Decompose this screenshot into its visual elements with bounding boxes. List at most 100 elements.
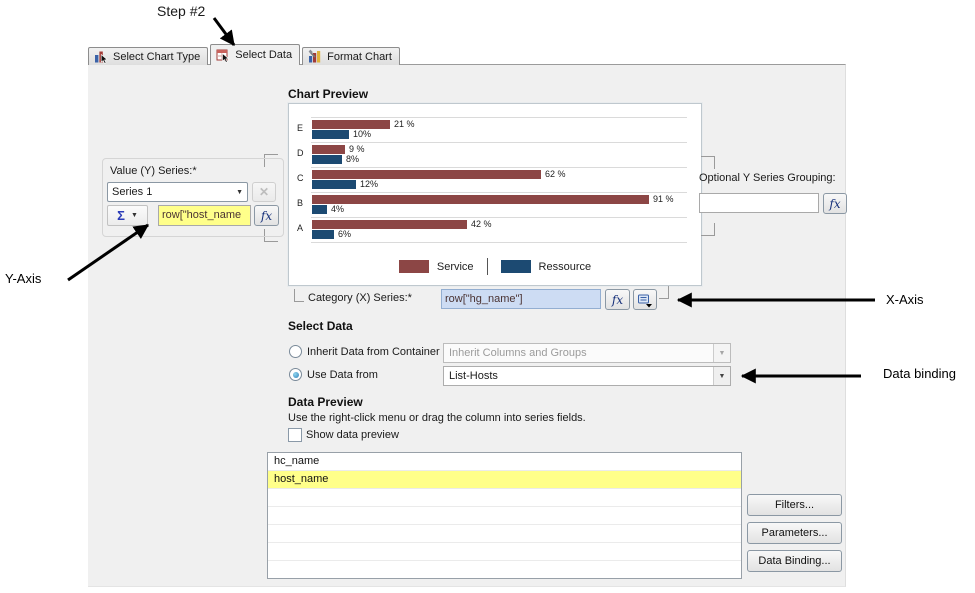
y-series-group	[102, 158, 284, 237]
bar-service-c	[312, 170, 541, 179]
bar-value-label: 91 %	[653, 194, 674, 204]
empty-row	[268, 525, 741, 543]
chart-category-group: A 42 % 6%	[297, 217, 687, 242]
fx-icon: fx	[260, 208, 273, 223]
column-row-hc_name[interactable]: hc_name	[268, 453, 741, 471]
tab-select-chart-type[interactable]: Select Chart Type	[88, 47, 209, 65]
dataset-value: List-Hosts	[449, 370, 498, 382]
data-binding-button[interactable]: Data Binding...	[747, 550, 842, 572]
bar-service-d	[312, 145, 345, 154]
chart-preview: E 21 % 10% D 9 % 8% C 62 % 12% B 91 % 4% A 42 % 6% Ser…	[288, 103, 702, 286]
y-series-fx-button[interactable]: fx	[254, 205, 279, 226]
x-series-expression-field[interactable]: row["hg_name"]	[441, 289, 601, 309]
bar-service-b	[312, 195, 649, 204]
y-axis-annotation: Y-Axis	[5, 271, 42, 286]
chevron-down-icon: ▼	[236, 188, 243, 196]
tab-label: Format Chart	[327, 50, 392, 63]
column-row-host_name[interactable]: host_name	[268, 471, 741, 489]
bar-value-label: 62 %	[545, 169, 566, 179]
chart-category-group: C 62 % 12%	[297, 167, 687, 192]
chevron-down-icon: ▼	[130, 212, 138, 219]
bar-value-label: 4%	[331, 204, 345, 214]
chart-bar-line: 91 %	[312, 195, 687, 204]
fx-icon: fx	[611, 292, 624, 307]
empty-row	[268, 561, 741, 578]
aggregation-button[interactable]: Σ ▼	[107, 205, 148, 226]
bar-value-label: 8%	[346, 154, 360, 164]
bar-value-label: 9 %	[349, 144, 365, 154]
chart-bar-line: 10%	[312, 130, 687, 139]
chart-category-label: B	[297, 198, 304, 208]
remove-series-icon: ✕	[258, 185, 270, 199]
bar-ressource-d	[312, 155, 342, 164]
legend-divider	[486, 258, 488, 275]
legend-swatch-service	[398, 260, 429, 273]
chart-type-icon	[95, 51, 108, 64]
bar-ressource-b	[312, 205, 327, 214]
tab-select-data[interactable]: Select Data	[210, 44, 301, 65]
legend-swatch-ressource	[500, 260, 531, 273]
chart-category-label: C	[297, 173, 304, 183]
bar-ressource-a	[312, 230, 334, 239]
select-data-panel: Chart Preview E 21 % 10% D 9 % 8% C 62 % 12% B 91 …	[88, 64, 847, 587]
empty-row	[268, 507, 741, 525]
y-series-selector[interactable]: Series 1 ▼	[107, 182, 248, 202]
show-data-preview-checkbox[interactable]	[288, 428, 302, 442]
chart-bar-line: 21 %	[312, 120, 687, 129]
show-data-preview-label: Show data preview	[306, 429, 399, 441]
x-series-field-picker-button[interactable]	[633, 289, 657, 310]
inherit-columns-value: Inherit Columns and Groups	[449, 347, 587, 359]
guide-bracket	[701, 156, 715, 169]
bar-value-label: 10%	[353, 129, 372, 139]
chart-bar-line: 42 %	[312, 220, 687, 229]
empty-row	[268, 543, 741, 561]
x-axis-annotation: X-Axis	[886, 292, 924, 307]
data-binding-annotation: Data binding	[883, 366, 956, 381]
bar-value-label: 6%	[338, 229, 352, 239]
chart-plot-area: E 21 % 10% D 9 % 8% C 62 % 12% B 91 % 4% A 42 % 6%	[297, 117, 687, 243]
chart-bar-line: 4%	[312, 205, 687, 214]
y-grouping-field[interactable]	[699, 193, 819, 213]
bar-value-label: 12%	[360, 179, 379, 189]
chart-category-label: E	[297, 123, 304, 133]
y-series-expression-field[interactable]: row["host_name	[158, 205, 251, 226]
y-series-label: Value (Y) Series:*	[110, 165, 197, 177]
y-grouping-fx-button[interactable]: fx	[823, 193, 847, 214]
guide-bracket	[264, 229, 278, 242]
chart-bar-line: 62 %	[312, 170, 687, 179]
bar-value-label: 21 %	[394, 119, 415, 129]
bar-service-e	[312, 120, 390, 129]
data-preview-title: Data Preview	[288, 395, 363, 409]
columns-list: hc_name host_name	[267, 452, 742, 579]
bar-service-a	[312, 220, 467, 229]
dataset-dropdown[interactable]: List-Hosts ▼	[443, 366, 731, 386]
step-annotation: Step #2	[157, 3, 206, 19]
guide-bracket	[294, 289, 304, 302]
radio-inherit-data[interactable]	[289, 345, 302, 358]
y-series-selected: Series 1	[112, 186, 153, 198]
parameters-button[interactable]: Parameters...	[747, 522, 842, 544]
filters-button[interactable]: Filters...	[747, 494, 842, 516]
radio-use-data-from-label: Use Data from	[307, 369, 378, 381]
fx-icon: fx	[829, 196, 841, 211]
bar-value-label: 42 %	[471, 219, 492, 229]
guide-bracket	[264, 154, 278, 167]
radio-inherit-data-label: Inherit Data from Container	[307, 346, 440, 358]
inherit-columns-dropdown[interactable]: Inherit Columns and Groups ▼	[443, 343, 731, 363]
tab-format-chart[interactable]: Format Chart	[302, 47, 400, 65]
radio-use-data-from[interactable]	[289, 368, 302, 381]
remove-series-button[interactable]: ✕	[252, 182, 276, 202]
x-series-fx-button[interactable]: fx	[605, 289, 630, 310]
chart-category-group: B 91 % 4%	[297, 192, 687, 217]
bar-ressource-c	[312, 180, 356, 189]
x-series-label: Category (X) Series:*	[308, 292, 412, 304]
chevron-down-icon: ▼	[713, 367, 730, 385]
dataset-field-icon	[638, 294, 652, 307]
chart-category-group: E 21 % 10%	[297, 117, 687, 142]
bar-ressource-e	[312, 130, 349, 139]
chart-preview-title: Chart Preview	[288, 87, 369, 101]
empty-row	[268, 489, 741, 507]
step-arrow	[212, 17, 236, 46]
chart-bar-line: 12%	[312, 180, 687, 189]
wizard-tab-strip: Select Chart Type Select Data Format Cha…	[88, 44, 402, 65]
